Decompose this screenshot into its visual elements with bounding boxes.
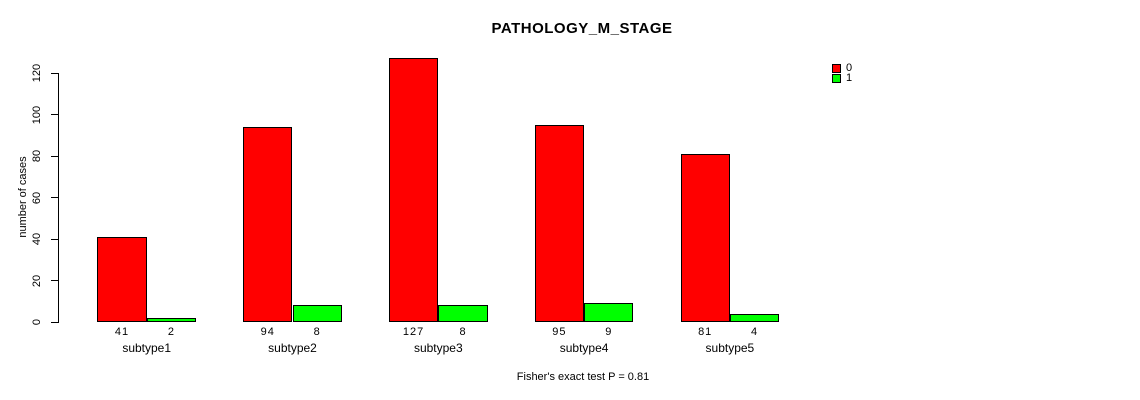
bar-value-label: 94 bbox=[260, 326, 275, 338]
bar-subtype1-1 bbox=[146, 317, 197, 322]
bar-value-label: 4 bbox=[751, 326, 759, 338]
bar-subtype3-1 bbox=[438, 305, 488, 322]
bar-subtype5-0 bbox=[680, 153, 730, 322]
y-tick bbox=[51, 280, 58, 281]
y-tick bbox=[51, 197, 58, 198]
bar-value-label: 9 bbox=[605, 326, 613, 338]
y-tick bbox=[51, 155, 58, 157]
y-tick bbox=[51, 238, 58, 240]
x-category-label: subtype4 bbox=[559, 341, 609, 355]
x-category-label: subtype1 bbox=[122, 341, 172, 355]
y-tick-label: 60 bbox=[31, 191, 43, 204]
y-tick-label: 80 bbox=[31, 149, 43, 163]
bar-subtype4-1 bbox=[584, 303, 634, 322]
bar-subtype4-0 bbox=[534, 124, 585, 322]
y-tick bbox=[51, 321, 58, 323]
bar-value-label: 41 bbox=[114, 326, 130, 338]
x-category-label: subtype2 bbox=[268, 341, 317, 355]
legend-swatch-green bbox=[832, 73, 841, 83]
legend: 0 1 bbox=[832, 62, 853, 84]
y-tick-label: 20 bbox=[31, 274, 43, 287]
bar-value-label: 8 bbox=[313, 326, 321, 338]
legend-label: 1 bbox=[846, 72, 853, 84]
y-tick-label: 0 bbox=[31, 318, 43, 326]
y-tick-label: 100 bbox=[31, 105, 43, 124]
y-tick bbox=[51, 114, 58, 115]
bar-subtype3-0 bbox=[388, 58, 439, 322]
x-category-label: subtype3 bbox=[413, 341, 463, 355]
legend-item-0: 0 bbox=[832, 62, 853, 74]
bar-subtype5-1 bbox=[729, 313, 780, 322]
legend-item-1: 1 bbox=[832, 72, 853, 84]
chart-title: PATHOLOGY_M_STAGE bbox=[491, 20, 673, 37]
bar-value-label: 95 bbox=[552, 326, 567, 338]
bar-subtype2-1 bbox=[292, 305, 342, 322]
bar-subtype2-0 bbox=[243, 126, 293, 322]
bar-value-label: 81 bbox=[698, 326, 713, 338]
bar-value-label: 8 bbox=[459, 326, 467, 338]
y-axis-line bbox=[58, 73, 59, 323]
stat-caption: Fisher's exact test P = 0.81 bbox=[516, 371, 650, 383]
x-category-label: subtype5 bbox=[705, 341, 755, 355]
y-tick-label: 120 bbox=[31, 63, 43, 83]
legend-label: 0 bbox=[846, 62, 853, 74]
y-tick bbox=[51, 72, 58, 74]
y-tick-label: 40 bbox=[31, 232, 43, 246]
legend-swatch-red bbox=[832, 63, 841, 73]
bar-value-label: 2 bbox=[167, 326, 175, 338]
bar-value-label: 127 bbox=[402, 326, 425, 338]
bar-subtype1-0 bbox=[97, 236, 147, 322]
